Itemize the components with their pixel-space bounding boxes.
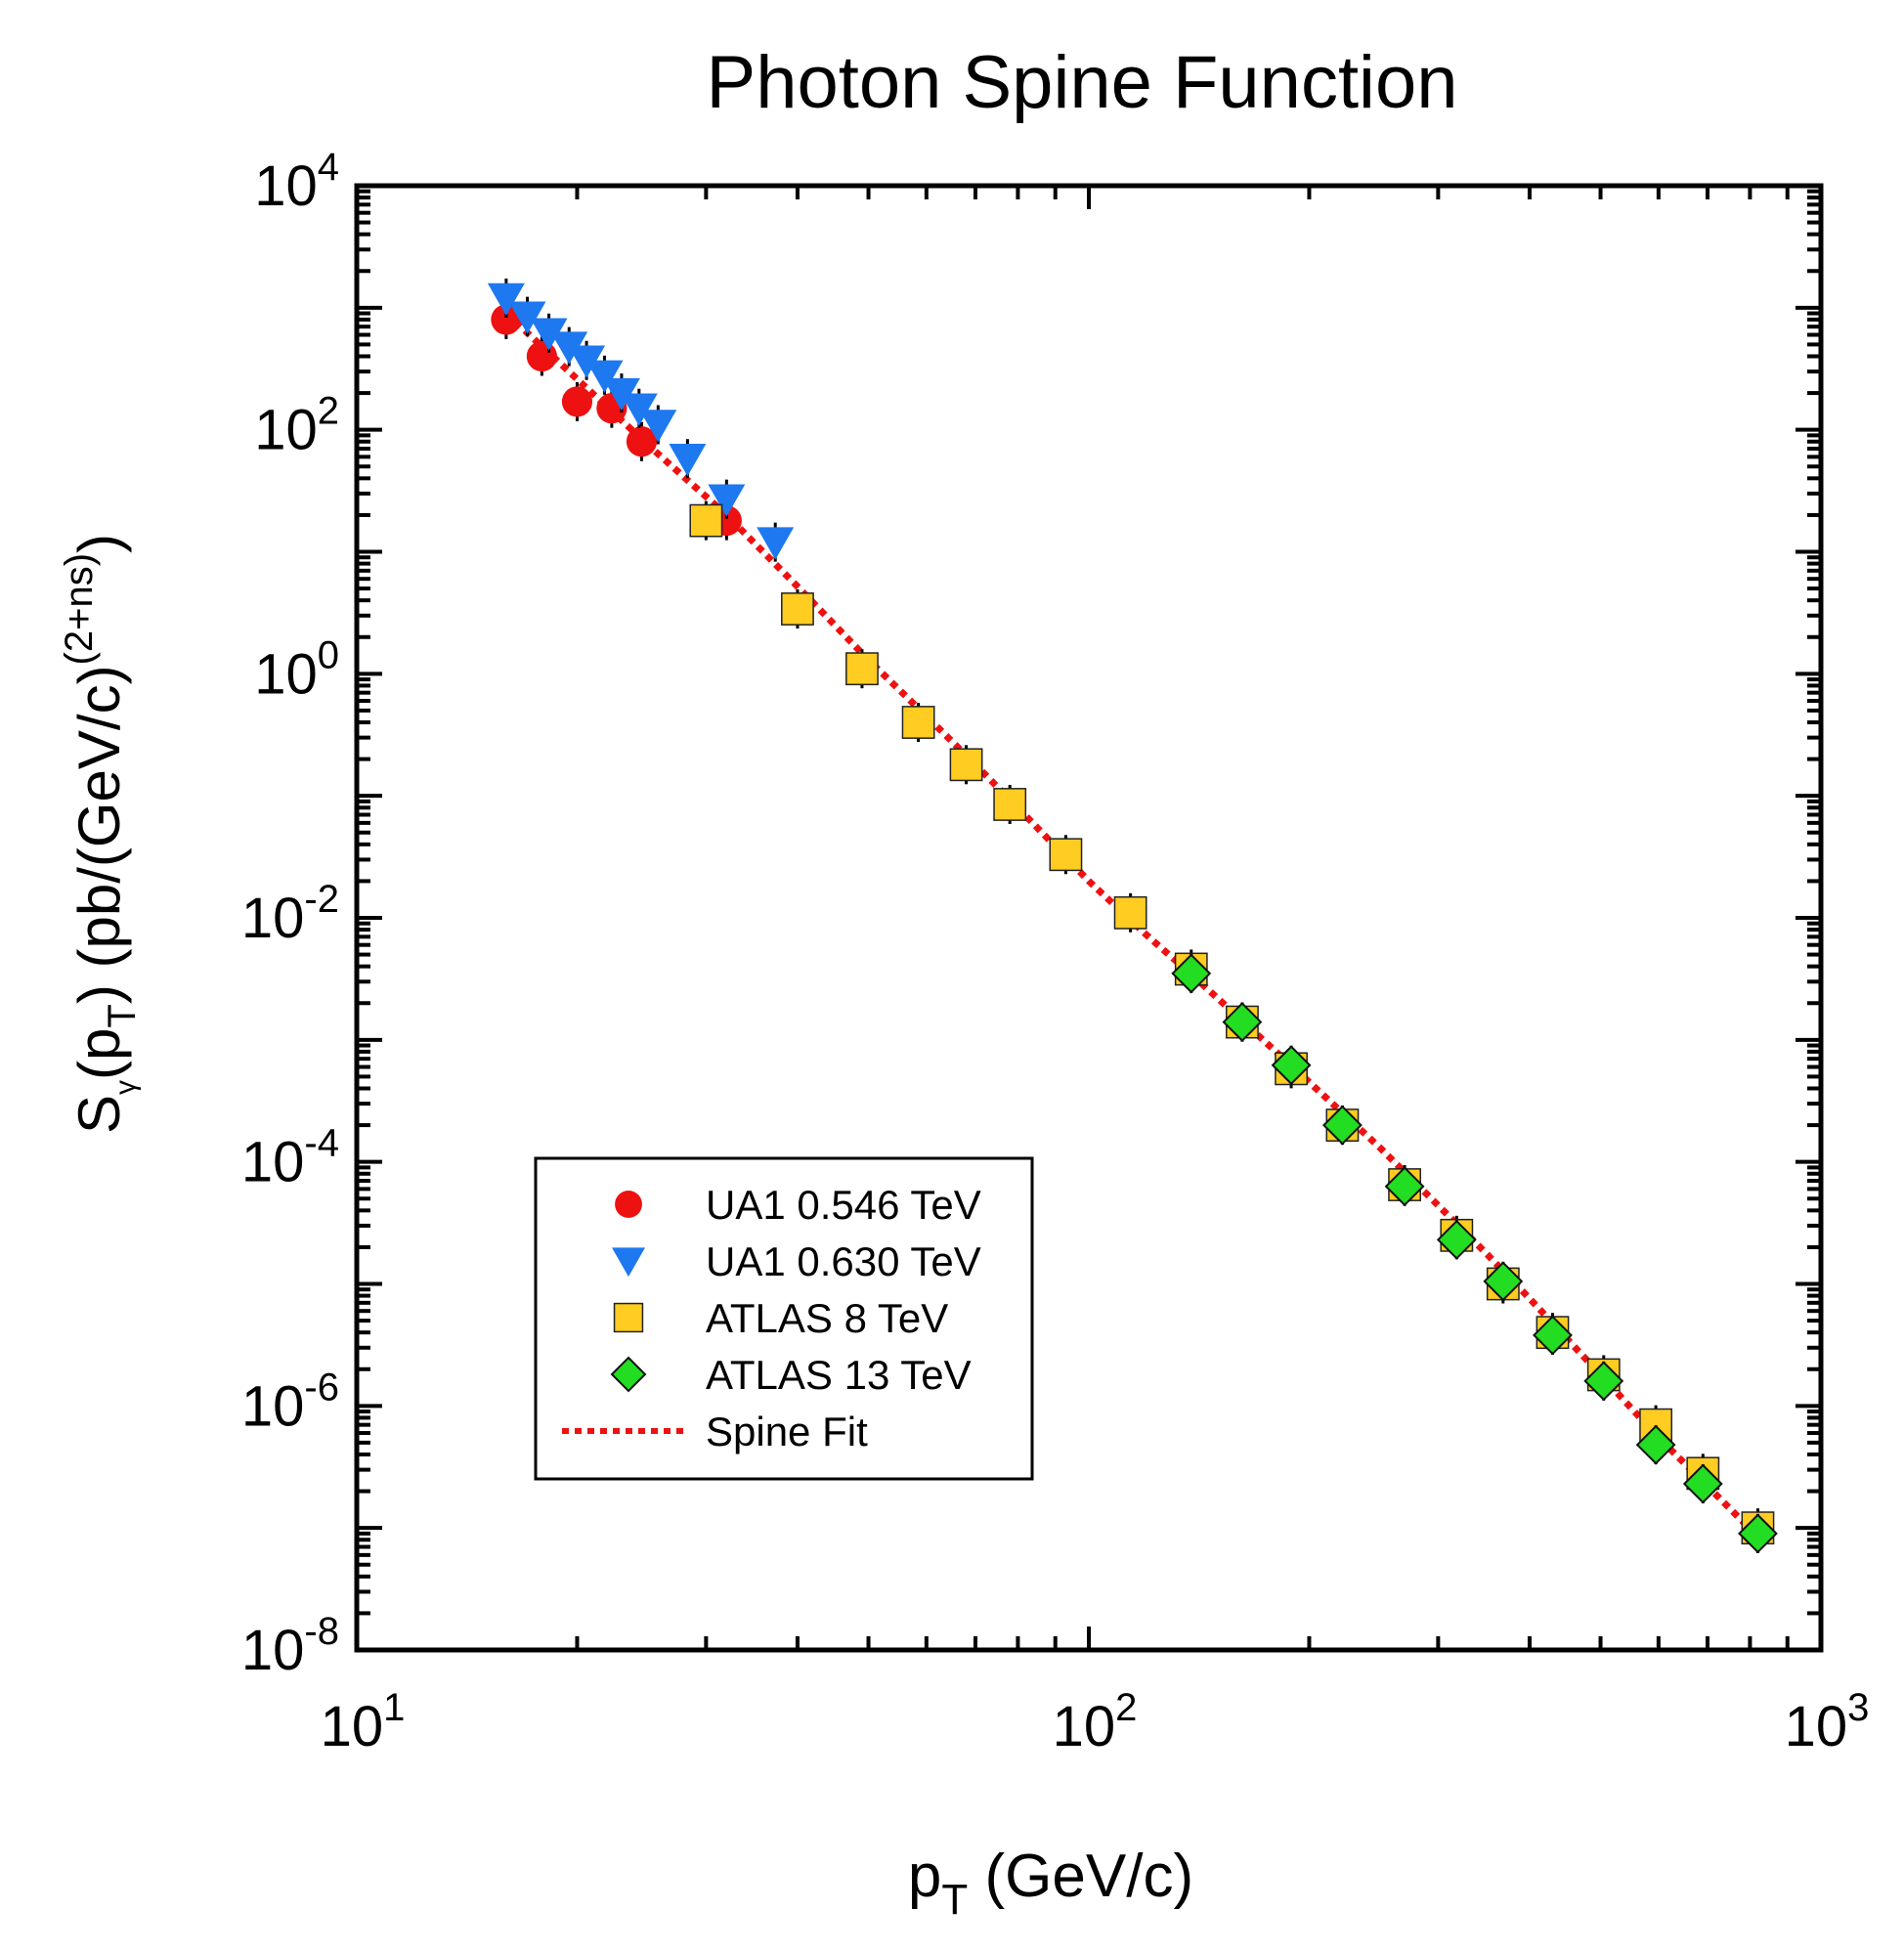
x-axis-label: pT (GeV/c): [908, 1843, 1193, 1924]
legend-label-ua1-0-630-tev: UA1 0.630 TeV: [706, 1238, 981, 1284]
data-point-atlas-13-tev: [1436, 1219, 1477, 1260]
x-tick-label: 102: [1053, 1686, 1138, 1758]
data-point-atlas-8-tev: [1049, 838, 1083, 872]
data-point-ua1-0-630-tev: [620, 393, 658, 426]
y-tick-label: 10-8: [241, 1610, 339, 1682]
y-tick-label: 104: [254, 146, 339, 218]
legend-label-atlas-13-tev: ATLAS 13 TeV: [706, 1352, 972, 1398]
y-tick-label: 102: [254, 390, 339, 462]
data-point-ua1-0-546-tev: [526, 340, 557, 372]
data-point-ua1-0-630-tev: [550, 331, 588, 365]
chart-title: Photon Spine Function: [707, 41, 1458, 124]
data-point-atlas-13-tev: [1635, 1424, 1676, 1465]
data-point-atlas-8-tev: [845, 652, 879, 686]
legend-label-spine-fit: Spine Fit: [706, 1409, 868, 1454]
plot-area: [487, 278, 1778, 1554]
data-point-ua1-0-630-tev: [639, 410, 677, 443]
y-axis-label-group: Sγ(pT) (pb/(GeV/c)(2+ns)): [58, 534, 144, 1134]
x-tick-label: 101: [321, 1686, 406, 1758]
data-point-atlas-8-tev: [689, 503, 723, 538]
legend-marker-atlas-8-tev: [613, 1302, 644, 1333]
data-point-ua1-0-546-tev: [626, 426, 658, 457]
data-point-ua1-0-630-tev: [708, 484, 746, 517]
data-point-atlas-13-tev: [1483, 1261, 1524, 1302]
legend-label-atlas-8-tev: ATLAS 8 TeV: [706, 1295, 948, 1341]
legend-marker-atlas-13-tev: [610, 1356, 647, 1393]
spine-fit-line: [503, 310, 1760, 1540]
data-point-ua1-0-630-tev: [585, 360, 624, 393]
data-point-atlas-13-tev: [1738, 1513, 1778, 1554]
y-axis-label: Sγ(pT) (pb/(GeV/c)(2+ns)): [58, 534, 144, 1134]
data-point-atlas-8-tev: [1113, 895, 1147, 930]
data-point-atlas-13-tev: [1322, 1105, 1363, 1146]
y-tick-label: 10-6: [241, 1366, 339, 1438]
data-point-atlas-13-tev: [1682, 1463, 1723, 1504]
data-point-atlas-13-tev: [1533, 1315, 1573, 1356]
data-point-ua1-0-630-tev: [757, 527, 795, 560]
data-point-ua1-0-630-tev: [508, 301, 546, 334]
legend-marker-ua1-0-630-tev: [612, 1247, 645, 1278]
data-point-atlas-8-tev: [901, 706, 935, 739]
data-point-atlas-8-tev: [993, 788, 1027, 821]
legend-label-ua1-0-546-tev: UA1 0.546 TeV: [706, 1182, 981, 1228]
data-point-atlas-13-tev: [1583, 1361, 1624, 1402]
data-point-atlas-13-tev: [1384, 1166, 1425, 1207]
y-tick-label: 10-2: [241, 878, 339, 950]
legend: UA1 0.546 TeV UA1 0.630 TeV ATLAS 8 TeV ATL…: [534, 1156, 1034, 1481]
legend-marker-ua1-0-546-tev: [615, 1191, 642, 1218]
data-point-atlas-13-tev: [1271, 1045, 1312, 1086]
data-point-atlas-8-tev: [949, 748, 983, 782]
y-tick-label: 10-4: [241, 1122, 339, 1194]
data-point-atlas-8-tev: [781, 592, 814, 626]
data-point-ua1-0-546-tev: [561, 386, 593, 417]
data-point-atlas-13-tev: [1171, 953, 1212, 994]
y-tick-label: 100: [254, 633, 339, 706]
data-point-ua1-0-630-tev: [530, 318, 568, 351]
x-tick-label: 103: [1785, 1686, 1870, 1758]
data-point-ua1-0-546-tev: [491, 304, 522, 335]
axes: 101 102 103 10-8 10-6 10-4 10-2 100 102 104: [241, 146, 1869, 1758]
data-point-ua1-0-630-tev: [568, 345, 606, 378]
data-point-ua1-0-630-tev: [487, 282, 525, 316]
data-point-ua1-0-630-tev: [669, 443, 707, 477]
data-point-atlas-13-tev: [1222, 1002, 1263, 1043]
